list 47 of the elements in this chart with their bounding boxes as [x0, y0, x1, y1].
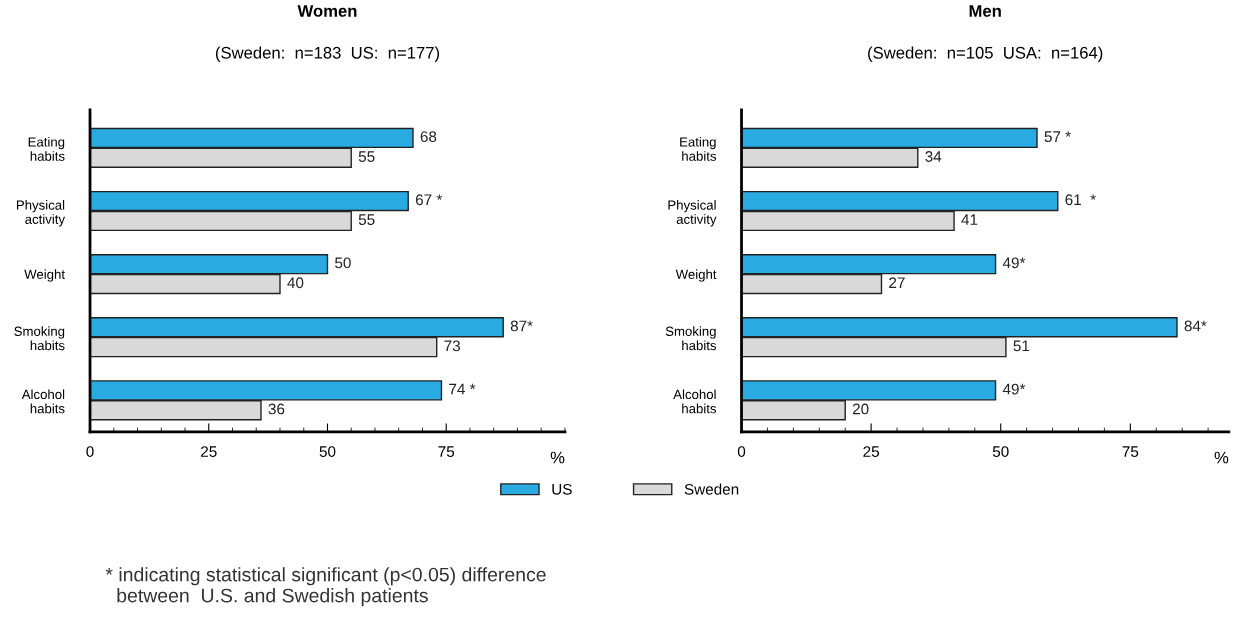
data-label: 73 — [444, 340, 460, 352]
data-label: 87* — [510, 320, 533, 332]
x-tick-label: 75 — [438, 446, 455, 457]
data-label: 41 — [961, 214, 978, 225]
data-label: 68 — [420, 131, 437, 143]
y-tick-label: Weight — [24, 269, 65, 282]
legend-label: Sweden — [684, 483, 739, 495]
y-tick-label: Eating habits — [28, 136, 65, 161]
chart-subtitle: (Sweden: n=105 USA: n=164) — [868, 46, 1103, 62]
chart-title: Women — [297, 5, 357, 17]
y-tick-label: Weight — [675, 269, 717, 282]
data-label: 51 — [1013, 340, 1030, 352]
x-tick-label: 25 — [863, 446, 879, 457]
y-tick-label: Smoking habits — [665, 326, 717, 351]
x-tick-label: 0 — [737, 446, 746, 457]
data-label: 40 — [287, 277, 304, 289]
y-tick-label: Physical activity — [16, 200, 65, 227]
data-label: 34 — [925, 151, 942, 162]
data-label: 84* — [1184, 320, 1207, 332]
data-label: 74 * — [449, 383, 476, 395]
chart-title: Men — [969, 5, 1001, 17]
data-label: 49* — [1002, 257, 1026, 269]
data-label: 55 — [358, 151, 375, 162]
data-label: 61 * — [1065, 194, 1096, 206]
x-tick-label: 50 — [992, 446, 1009, 457]
data-label: 57 * — [1044, 131, 1071, 143]
y-tick-label: Eating habits — [680, 136, 717, 161]
data-label: 49* — [1002, 383, 1026, 395]
data-label: 67 * — [415, 194, 443, 206]
x-axis-title: % — [550, 451, 565, 464]
x-tick-label: 0 — [86, 446, 94, 457]
y-tick-label: Smoking habits — [14, 326, 65, 351]
text: * indicating statistical significant (p<0.05) difference between U.S. and Swedish patients — [105, 567, 546, 607]
x-tick-label: 25 — [201, 446, 217, 457]
y-tick-label: Physical activity — [668, 200, 717, 227]
x-tick-label: 75 — [1122, 446, 1139, 457]
data-label: 36 — [268, 403, 285, 415]
x-axis-title: % — [1214, 451, 1229, 464]
chart-subtitle: (Sweden: n=183 US: n=177) — [215, 46, 440, 62]
data-label: 27 — [889, 277, 905, 288]
data-label: 20 — [852, 403, 869, 415]
y-tick-label: Alcohol habits — [21, 389, 65, 414]
data-label: 50 — [335, 257, 351, 269]
x-tick-label: 50 — [319, 446, 336, 457]
legend-label: US — [552, 483, 572, 495]
data-label: 55 — [358, 214, 375, 226]
y-tick-label: Alcohol habits — [673, 389, 717, 414]
